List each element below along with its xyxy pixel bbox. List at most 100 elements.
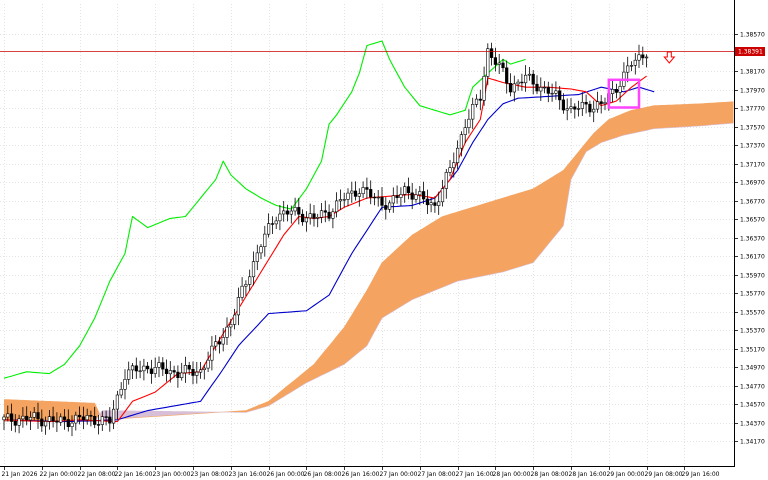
candle-body (266, 223, 271, 235)
candle-body (308, 213, 312, 219)
candle (123, 369, 127, 400)
candle (569, 98, 573, 114)
candle-body (316, 217, 320, 219)
candle (115, 390, 119, 420)
x-tick-label: 26 Jan 08:00 (304, 471, 342, 478)
candle (153, 357, 157, 378)
x-tick-label: 27 Jan 00:00 (380, 471, 418, 478)
candle-body (637, 54, 641, 61)
candle-body (202, 367, 206, 371)
candle (225, 317, 229, 345)
candle-body (93, 415, 97, 425)
candle (331, 208, 335, 229)
x-tick-label: 27 Jan 16:00 (456, 471, 494, 478)
candle-body (641, 54, 645, 59)
candle (437, 191, 441, 215)
candle (361, 181, 365, 199)
candle (573, 103, 577, 119)
candle-body (576, 108, 581, 110)
candle-body (255, 252, 259, 262)
y-tick-label: 1.36570 (740, 217, 765, 224)
candle (312, 205, 316, 227)
candle-body (387, 202, 392, 210)
candle (300, 209, 305, 226)
candle (350, 181, 354, 203)
candle (452, 152, 456, 178)
y-tick-labels: 1.38570 1.38170 1.37970 1.37770 1.37570 1.373… (734, 32, 765, 446)
candle (25, 406, 29, 426)
candle-body (51, 416, 55, 422)
candle-body (331, 211, 335, 219)
candle (471, 97, 475, 130)
candle (47, 410, 51, 430)
candle (202, 364, 206, 380)
candle-body (285, 210, 290, 215)
candle-body (25, 415, 29, 421)
candle-body (319, 210, 324, 218)
candle-body (293, 207, 297, 212)
candle-body (81, 416, 85, 421)
candle-body (391, 195, 395, 204)
candle (505, 60, 509, 94)
candle-body (531, 73, 535, 85)
candle (78, 406, 82, 425)
x-tick-label: 22 Jan 00:00 (40, 471, 78, 478)
candle-body (13, 420, 17, 426)
x-tick-label: 29 Jan 00:00 (607, 471, 645, 478)
x-tick-label: 28 Jan 00:00 (493, 471, 531, 478)
candle (558, 86, 562, 110)
candle-body (221, 337, 225, 345)
candle-body (146, 365, 150, 370)
candle-body (421, 191, 426, 200)
chikou-span-line (3, 40, 526, 379)
candle (40, 409, 44, 432)
candle (55, 412, 59, 432)
candle-body (588, 103, 592, 113)
candle-body (62, 416, 67, 420)
candle-body (520, 81, 524, 84)
senkou-span-a-line (3, 101, 734, 421)
candle-body (353, 190, 358, 197)
candle (289, 205, 293, 224)
candle-body (6, 413, 10, 418)
candle (463, 119, 467, 144)
candle (421, 181, 426, 204)
candle (96, 414, 101, 435)
candle (429, 197, 433, 213)
candle (36, 402, 40, 429)
y-tick-label: 1.34370 (740, 421, 765, 428)
candle-body (448, 167, 452, 173)
candle-body (168, 370, 172, 375)
candle-body (214, 341, 218, 347)
candle-body (323, 210, 327, 213)
candle-body (403, 186, 407, 195)
candle-body (558, 90, 562, 101)
candle-body (584, 102, 588, 105)
candlesticks (2, 42, 649, 437)
y-tick-label: 1.38570 (740, 32, 765, 39)
candle-body (127, 369, 131, 380)
candle (74, 411, 78, 431)
y-tick-label: 1.37170 (740, 162, 765, 169)
candle-body (410, 192, 414, 200)
candle (229, 318, 233, 337)
candle (285, 204, 290, 222)
candle (21, 407, 25, 428)
candle-body (437, 201, 441, 206)
candle (637, 44, 641, 68)
candle (255, 244, 259, 271)
candle-body (467, 118, 471, 128)
candle-body (199, 369, 203, 373)
current-price: 1.38391 (0, 47, 765, 56)
candle (554, 81, 558, 100)
candle-body (489, 48, 494, 58)
candle-body (66, 419, 70, 427)
candle (576, 100, 581, 117)
x-tick-label: 23 Jan 08:00 (191, 471, 229, 478)
candle (595, 91, 600, 113)
candle (149, 359, 154, 384)
candle (119, 382, 123, 399)
candle (561, 93, 565, 114)
candle (304, 211, 309, 232)
candle (391, 187, 395, 213)
